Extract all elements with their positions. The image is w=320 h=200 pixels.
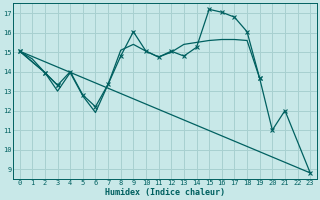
X-axis label: Humidex (Indice chaleur): Humidex (Indice chaleur) [105, 188, 225, 197]
